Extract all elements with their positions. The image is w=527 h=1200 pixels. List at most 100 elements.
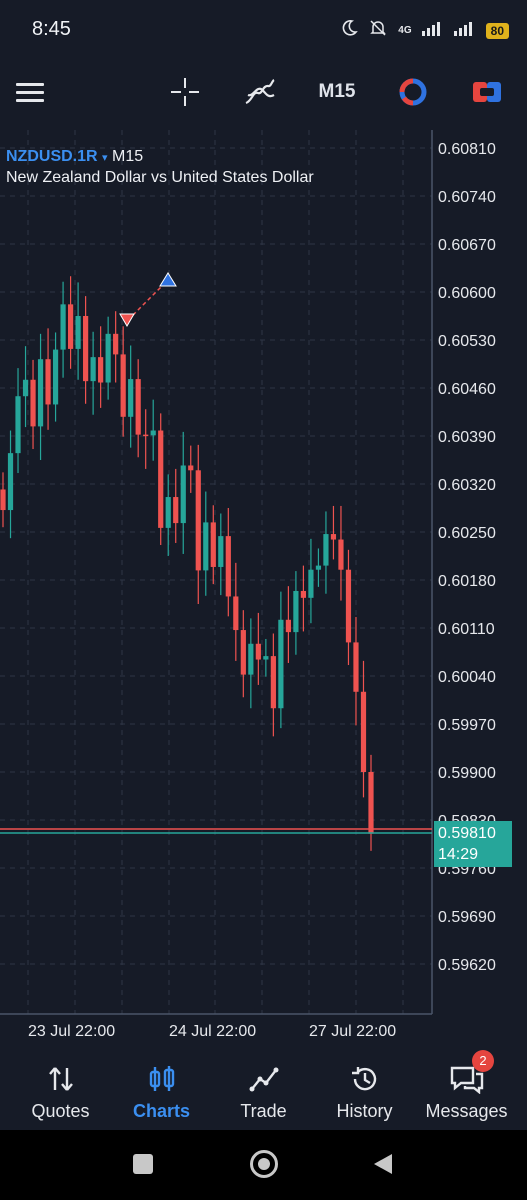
candle-body	[52, 349, 59, 405]
symbol-dropdown-icon[interactable]: ▾	[102, 152, 108, 164]
symbol-label[interactable]: NZDUSD.1R	[6, 148, 98, 165]
price-axis-label: 0.60670	[438, 237, 496, 254]
price-axis-label: 0.60040	[438, 669, 496, 686]
candle-body	[308, 569, 314, 598]
candle-body	[338, 539, 344, 570]
status-time: 8:45	[32, 18, 71, 40]
price-axis-label: 0.60530	[438, 333, 496, 350]
mute-icon	[368, 18, 388, 43]
status-icons: 4G 80	[340, 18, 509, 43]
candle-body	[300, 590, 307, 598]
signal-icon-2	[453, 20, 476, 41]
nav-label-history: History	[336, 1101, 393, 1121]
candle-body	[180, 465, 186, 524]
battery-badge: 80	[485, 22, 509, 39]
candle-body	[353, 642, 359, 692]
time-axis-label: 24 Jul 22:00	[169, 1023, 256, 1040]
recents-button[interactable]	[133, 1154, 153, 1174]
candle-body	[75, 316, 81, 349]
candle-body	[285, 619, 291, 633]
candle-body	[60, 304, 66, 350]
candle-body	[195, 470, 201, 571]
trade-circle-icon[interactable]	[396, 74, 430, 110]
moon-icon	[340, 19, 359, 42]
candle-body	[270, 656, 276, 709]
candle-body	[293, 590, 299, 633]
candle-body	[255, 643, 261, 660]
trade-icon	[211, 1064, 316, 1094]
price-axis-label: 0.60600	[438, 285, 496, 302]
current-price: 0.59810	[438, 825, 496, 842]
price-axis-label: 0.60250	[438, 525, 496, 542]
candle-body	[158, 430, 164, 528]
nav-charts[interactable]: Charts	[109, 1048, 214, 1130]
price-axis-label: 0.60110	[438, 621, 495, 638]
nav-trade[interactable]: Trade	[211, 1048, 316, 1130]
candle-body	[128, 379, 134, 417]
candle-body	[98, 357, 104, 383]
candle-body	[165, 497, 171, 528]
trade-connector-line	[127, 279, 169, 321]
candle-body	[368, 772, 374, 834]
bottom-nav: Quotes Charts Trade History 2 Messages	[0, 1048, 527, 1130]
price-axis-label: 0.60810	[438, 141, 496, 158]
candle-body	[135, 379, 141, 435]
symbol-timeframe: M15	[112, 148, 144, 165]
candle-body	[360, 691, 367, 772]
candle-body	[113, 333, 119, 355]
candle-body	[67, 304, 74, 349]
chart-canvas[interactable]: 0.60810 0.60740 0.60670 0.60600 0.60530 0.604…	[0, 130, 527, 1042]
history-icon	[312, 1064, 417, 1094]
candle-body	[22, 379, 29, 397]
candle-body	[218, 536, 224, 567]
candle-body	[240, 630, 246, 675]
nav-quotes[interactable]: Quotes	[8, 1048, 113, 1130]
network-label: 4G	[398, 25, 412, 36]
chart-toolbar: M15	[0, 60, 527, 124]
candle-body	[105, 333, 111, 383]
time-axis-label: 23 Jul 22:00	[28, 1023, 115, 1040]
candle-body	[315, 565, 322, 570]
price-axis-label: 0.60180	[438, 573, 496, 590]
plot-area	[0, 130, 432, 1014]
back-button[interactable]	[372, 1152, 394, 1181]
crosshair-icon[interactable]	[168, 74, 202, 110]
price-chart[interactable]: 0.60810 0.60740 0.60670 0.60600 0.60530 0.604…	[0, 130, 527, 1042]
price-axis-label: 0.60390	[438, 429, 496, 446]
candle-body	[248, 643, 254, 675]
buy-arrow-icon	[159, 272, 177, 287]
price-axis-label: 0.59970	[438, 717, 496, 734]
candle-body	[15, 396, 21, 454]
nav-messages[interactable]: 2 Messages	[414, 1048, 519, 1130]
symbol-line: NZDUSD.1R ▾ M15	[6, 148, 143, 166]
nav-label-charts: Charts	[132, 1101, 190, 1121]
price-axis-label: 0.59620	[438, 957, 496, 974]
candle-body	[233, 596, 239, 631]
candle-body	[173, 497, 179, 524]
nav-history[interactable]: History	[312, 1048, 417, 1130]
charts-icon	[109, 1064, 214, 1094]
home-button[interactable]	[250, 1150, 278, 1178]
candle-body	[278, 619, 284, 709]
one-click-trading-icon[interactable]	[470, 74, 504, 110]
price-axis-label: 0.59900	[438, 765, 496, 782]
candle-body	[188, 465, 194, 471]
timeframe-button[interactable]: M15	[318, 81, 356, 102]
price-axis-label: 0.59690	[438, 909, 496, 926]
candle-body	[37, 359, 44, 427]
candle-body	[90, 357, 96, 382]
candle-body	[7, 453, 14, 511]
candle-body	[225, 536, 231, 597]
price-axis-label: 0.60320	[438, 477, 496, 494]
indicators-icon[interactable]	[243, 74, 277, 110]
nav-label-quotes: Quotes	[31, 1101, 90, 1121]
candle-body	[323, 534, 329, 566]
candle-body	[30, 379, 36, 427]
nav-label-messages: Messages	[425, 1101, 508, 1121]
candle-body	[45, 359, 51, 405]
candle-body	[345, 569, 352, 643]
candle-body	[150, 430, 156, 436]
menu-icon[interactable]	[14, 74, 46, 110]
quotes-icon	[8, 1064, 113, 1094]
symbol-description: New Zealand Dollar vs United States Doll…	[6, 169, 314, 186]
